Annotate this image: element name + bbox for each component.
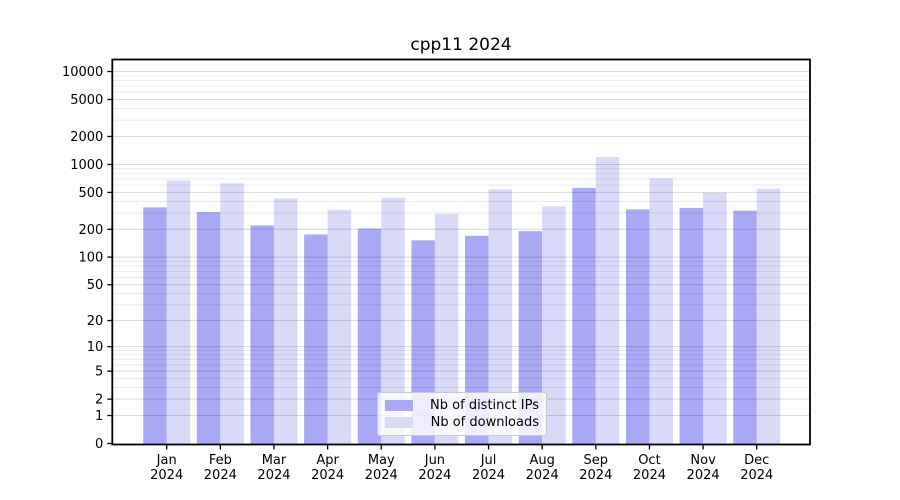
bar-feb-downloads — [220, 183, 244, 445]
bar-may-downloads — [381, 197, 405, 445]
bar-dec-downloads — [756, 188, 781, 445]
x-tick-label-month-apr: Apr — [316, 453, 339, 468]
bar-aug-downloads — [542, 206, 566, 445]
bar-nov-downloads — [703, 192, 727, 445]
legend-label-downloads: Nb of downloads — [430, 415, 539, 430]
x-tick-label-month-feb: Feb — [209, 453, 232, 468]
bar-oct-downloads — [649, 178, 673, 445]
x-tick-label-year-feb: 2024 — [204, 468, 237, 483]
y-tick-label-2: 2 — [95, 393, 103, 408]
legend-item-downloads: Nb of downloads — [385, 415, 539, 430]
x-tick-label-year-oct: 2024 — [633, 468, 666, 483]
bar-may-distinct-ips — [357, 228, 382, 445]
bar-mar-downloads — [273, 198, 298, 445]
bar-aug-distinct-ips — [518, 231, 543, 445]
y-tick-label-1: 1 — [95, 409, 103, 424]
bar-jul-downloads — [488, 189, 513, 445]
x-tick-label-month-nov: Nov — [690, 453, 716, 468]
x-tick-label-month-jul: Jul — [480, 453, 497, 468]
x-tick-label-year-may: 2024 — [365, 468, 398, 483]
x-tick-label-month-aug: Aug — [529, 453, 554, 468]
y-tick-label-2000: 2000 — [70, 130, 103, 145]
bar-nov-distinct-ips — [679, 207, 704, 445]
y-tick-label-5000: 5000 — [70, 93, 103, 108]
x-tick-label-month-dec: Dec — [744, 453, 769, 468]
y-tick-label-1000: 1000 — [70, 158, 103, 173]
bar-sep-downloads — [595, 157, 620, 445]
legend-item-distinct-ips: Nb of distinct IPs — [385, 398, 539, 413]
bar-sep-distinct-ips — [572, 187, 596, 445]
legend-swatch-downloads-icon — [385, 417, 413, 428]
y-tick-label-5: 5 — [95, 365, 103, 380]
x-tick-label-month-jan: Jan — [156, 453, 177, 468]
y-tick-label-200: 200 — [78, 223, 103, 238]
x-tick-label-year-aug: 2024 — [526, 468, 559, 483]
y-tick-label-100: 100 — [78, 251, 103, 266]
x-tick-label-month-oct: Oct — [638, 453, 660, 468]
plot-border — [111, 58, 811, 446]
x-tick-label-year-jan: 2024 — [150, 468, 183, 483]
x-tick-label-month-mar: Mar — [262, 453, 287, 468]
x-tick-label-year-jun: 2024 — [418, 468, 451, 483]
bar-apr-distinct-ips — [304, 234, 328, 445]
y-tick-label-10: 10 — [87, 340, 104, 355]
bar-dec-distinct-ips — [733, 210, 757, 445]
x-tick-label-year-sep: 2024 — [579, 468, 612, 483]
bar-jan-distinct-ips — [143, 207, 167, 445]
x-tick-label-year-nov: 2024 — [687, 468, 720, 483]
bar-jan-downloads — [166, 180, 191, 445]
bar-mar-distinct-ips — [250, 225, 274, 445]
legend-label-distinct-ips: Nb of distinct IPs — [430, 398, 539, 413]
x-tick-label-month-may: May — [368, 453, 395, 468]
y-tick-label-0: 0 — [95, 437, 103, 452]
y-tick-label-50: 50 — [87, 278, 104, 293]
x-tick-label-year-mar: 2024 — [257, 468, 290, 483]
bar-apr-downloads — [327, 209, 352, 445]
chart-title: cpp11 2024 — [410, 35, 512, 55]
x-tick-label-year-jul: 2024 — [472, 468, 505, 483]
x-tick-label-year-apr: 2024 — [311, 468, 344, 483]
bar-feb-distinct-ips — [196, 211, 221, 445]
legend: Nb of distinct IPs Nb of downloads — [377, 392, 547, 436]
legend-swatch-distinct-ips-icon — [385, 400, 413, 411]
bar-oct-distinct-ips — [625, 209, 650, 445]
x-tick-label-year-dec: 2024 — [740, 468, 773, 483]
x-tick-label-month-sep: Sep — [584, 453, 609, 468]
y-tick-label-500: 500 — [78, 186, 103, 201]
bar-jun-downloads — [434, 213, 459, 445]
x-tick-label-month-jun: Jun — [424, 453, 445, 468]
y-tick-label-20: 20 — [87, 314, 104, 329]
y-tick-label-10000: 10000 — [62, 65, 103, 80]
